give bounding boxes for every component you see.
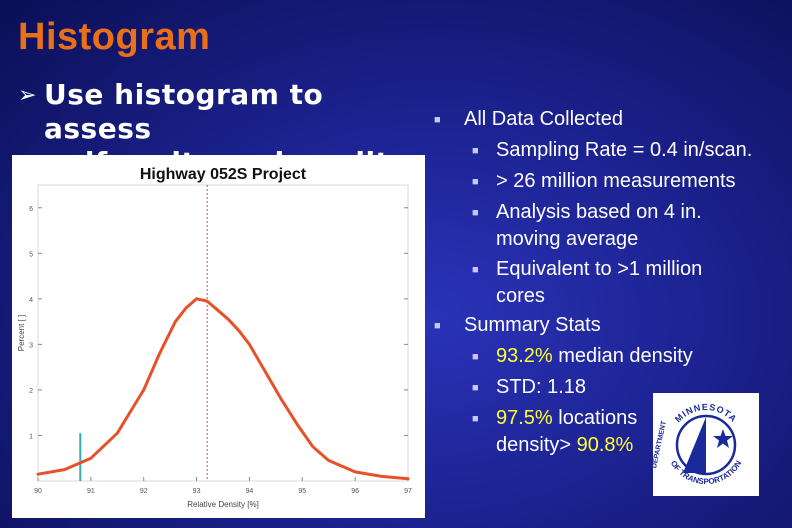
bullet-square-icon: ■ [472,413,479,425]
y-tick-label: 1 [29,433,33,440]
distribution-curve [36,297,410,481]
bullet-square-icon: ■ [434,114,441,126]
bullet-text: STD: 1.18 [496,376,587,398]
bullet-square-icon: ■ [472,145,479,157]
svg-text:MINNESOTA: MINNESOTA [673,402,739,424]
sub-bullet-sampling: ■ Sampling Rate = 0.4 in/scan. [434,137,784,165]
logo-bottom-text: OF TRANSPORTATION [669,459,744,486]
sub-bullet-measurements: ■ > 26 million measurements [434,168,784,196]
sub-bullet-locations: ■ 97.5% locations density> 90.8% [434,405,784,459]
x-axis-label: Relative Density [%] [187,500,259,509]
bullet-list: ■ All Data Collected ■ Sampling Rate = 0… [434,104,784,459]
y-axis-label: Percent [ ] [17,315,26,351]
x-tick-label: 97 [404,488,412,495]
bullet-text: > 26 million measurements [496,170,736,192]
bullet-square-icon: ■ [472,207,479,219]
arrow-bullet-icon: ➢ [18,82,37,107]
x-tick-label: 92 [140,488,148,495]
bullet-text-rest: locations [552,407,638,429]
sub-bullet-analysis: ■ Analysis based on 4 in. moving average [434,199,784,253]
bullet-text: 97.5% locations density> 90.8% [496,405,637,459]
bullet-text-line-1: Equivalent to >1 million [496,258,703,280]
bullet-text: All Data Collected [464,108,623,130]
x-tick-label: 95 [298,488,306,495]
bullet-text-line-1: Analysis based on 4 in. [496,201,702,223]
x-tick-label: 93 [193,488,201,495]
bullet-text: 93.2% median density [496,343,693,370]
y-tick-label: 3 [29,342,33,349]
bullet-square-icon: ■ [472,176,479,188]
mndot-logo-icon: MINNESOTA DEPARTMENT OF TRANSPORTATION [651,402,744,486]
highlight-value: 93.2% [496,345,553,367]
bullet-summary-stats: ■ Summary Stats [434,312,784,340]
bullet-square-icon: ■ [472,351,479,363]
sub-bullet-std: ■ STD: 1.18 [434,374,784,402]
bullet-text: Equivalent to >1 million cores [496,256,702,310]
bullet-text: Summary Stats [464,314,601,336]
y-tick-label: 2 [29,388,33,395]
bullet-text: Analysis based on 4 in. moving average [496,199,702,253]
bullet-square-icon: ■ [434,320,441,332]
histogram-figure: Highway 052S Project 90 91 92 93 94 95 96 97 1 2 3 4… [12,155,425,518]
sub-bullet-equivalent: ■ Equivalent to >1 million cores [434,256,784,310]
logo-left-text: DEPARTMENT [653,420,668,469]
bullet-text-line-2: moving average [496,228,639,250]
highlight-value: 90.8% [576,434,634,456]
bullet-text: Sampling Rate = 0.4 in/scan. [496,139,753,161]
lead-line-1: Use histogram to assess [44,78,324,145]
slide-title: Histogram [18,16,211,58]
x-tick-label: 96 [351,488,359,495]
svg-text:OF TRANSPORTATION: OF TRANSPORTATION [669,459,744,486]
sub-bullet-median: ■ 93.2% median density [434,343,784,371]
bullet-all-data: ■ All Data Collected [434,106,784,134]
plot-area [37,184,409,482]
bullet-text-rest: median density [552,345,693,367]
y-tick-label: 4 [29,297,33,304]
logo-top-text: MINNESOTA [673,402,738,424]
bullet-square-icon: ■ [472,382,479,394]
mndot-logo: MINNESOTA DEPARTMENT OF TRANSPORTATION [651,393,759,496]
x-tick-label: 91 [87,488,95,495]
y-tick-label: 5 [29,251,33,258]
bullet-square-icon: ■ [472,264,479,276]
histogram-chart: Highway 052S Project 90 91 92 93 94 95 96 97 1 2 3 4… [17,166,412,509]
x-tick-label: 94 [246,488,254,495]
y-tick-label: 6 [29,206,33,213]
bullet-text-line-2: cores [496,285,545,307]
bullet-text-line-2: density> [496,434,577,456]
chart-title: Highway 052S Project [140,166,307,183]
highlight-value: 97.5% [496,407,553,429]
x-tick-label: 90 [34,488,42,495]
